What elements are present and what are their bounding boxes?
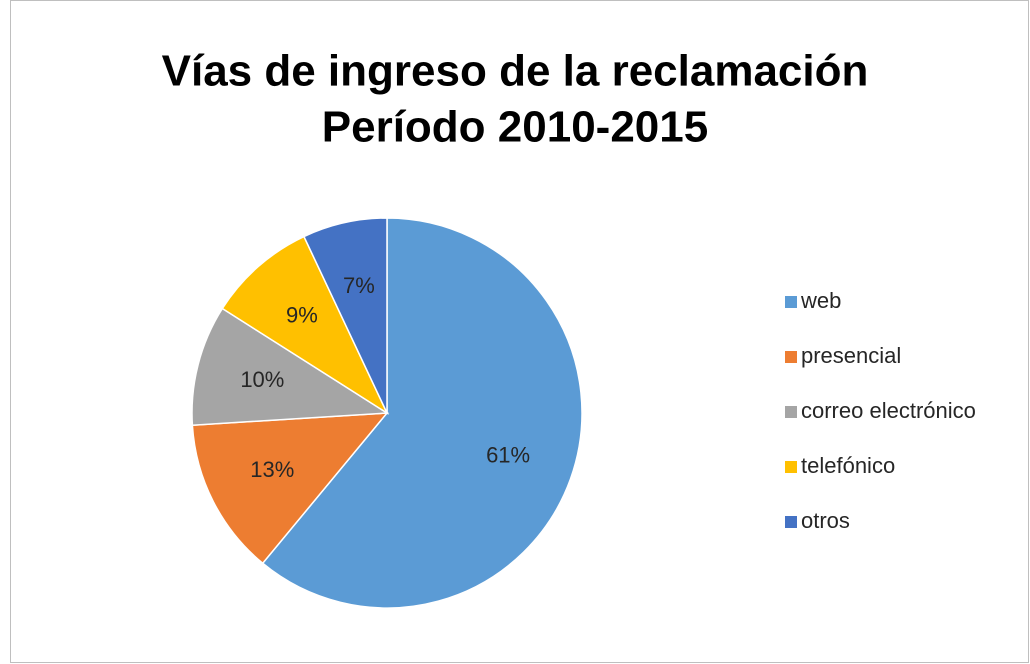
data-label: 7%	[343, 273, 375, 298]
legend-swatch	[785, 516, 797, 528]
legend-swatch	[785, 406, 797, 418]
legend-swatch	[785, 461, 797, 473]
data-label: 10%	[240, 367, 284, 392]
chart-title: Vías de ingreso de la reclamación	[162, 47, 869, 96]
pie-slice	[221, 235, 389, 416]
pie-slice	[191, 307, 390, 427]
legend-label: correo electrónico	[801, 398, 976, 423]
pie-slice	[302, 217, 388, 414]
data-label: 13%	[250, 457, 294, 482]
data-label: 61%	[486, 442, 530, 467]
legend-swatch	[785, 351, 797, 363]
legend-swatch	[785, 296, 797, 308]
pie-slice	[191, 412, 389, 565]
pie-slice	[261, 217, 583, 609]
chart-title: Período 2010-2015	[322, 103, 708, 152]
legend-label: presencial	[801, 343, 901, 368]
legend-label: otros	[801, 508, 850, 533]
legend-label: telefónico	[801, 453, 895, 478]
legend-label: web	[800, 288, 841, 313]
data-label: 9%	[286, 302, 318, 327]
